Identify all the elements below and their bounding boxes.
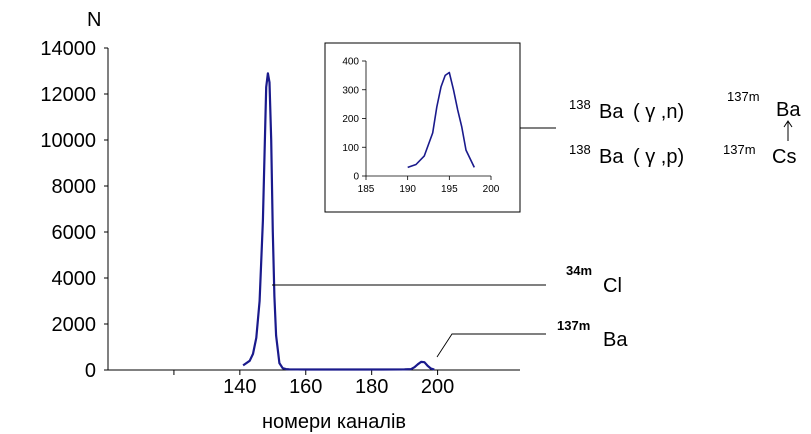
x-tick-label: 180	[355, 376, 388, 398]
inset-y-tick-label: 400	[342, 57, 359, 68]
annotation-cl: 34m Cl	[566, 263, 622, 297]
annotation-ba-element: Ba	[603, 329, 628, 351]
y-tick-label: 10000	[40, 130, 96, 152]
y-tick-label: 14000	[40, 38, 96, 60]
reaction-2-target: Ba	[599, 146, 624, 168]
inset-x-tick-label: 200	[483, 184, 500, 195]
reaction-2-product-mass: 137m	[723, 142, 756, 157]
reaction-2-particles: ( γ ,p)	[633, 146, 684, 168]
annotation-cl-element: Cl	[603, 275, 622, 297]
x-tick-label: 200	[421, 376, 454, 398]
inset-y-tick-label: 0	[353, 172, 359, 183]
y-axis-title: N	[87, 9, 101, 31]
x-tick-labels: 140 160 180 200	[173, 370, 454, 398]
inset-x-tick-label: 185	[358, 184, 375, 195]
reaction-1-particles: ( γ ,n)	[633, 101, 684, 123]
reaction-2: 138 Ba ( γ ,p) 137m Cs	[569, 142, 796, 168]
y-tick-label: 4000	[52, 268, 97, 290]
annotation-cl-mass: 34m	[566, 263, 592, 278]
series-line	[242, 72, 435, 371]
inset-x-tick-label: 195	[441, 184, 458, 195]
inset-y-tick-labels: 0 100 200 300 400	[342, 57, 366, 183]
x-tick-label: 160	[289, 376, 322, 398]
inset-x-tick-label: 190	[399, 184, 416, 195]
inset-y-tick-label: 100	[342, 143, 359, 154]
decay-arrow	[783, 120, 793, 141]
y-tick-labels: 0 2000 4000 6000 8000 10000 12000 14000	[40, 38, 108, 382]
inset-x-tick-labels: 185 190 195 200	[358, 176, 500, 195]
inset-y-tick-label: 200	[342, 114, 359, 125]
x-axis-title: номери каналів	[262, 411, 406, 433]
reaction-1-target-mass: 138	[569, 97, 591, 112]
y-tick-label: 8000	[52, 176, 97, 198]
inset-y-tick-label: 300	[342, 85, 359, 96]
y-tick-label: 6000	[52, 222, 97, 244]
y-tick-label: 2000	[52, 314, 97, 336]
x-tick-label: 140	[223, 376, 256, 398]
y-tick-label: 0	[85, 360, 96, 382]
annotation-ba-mass: 137m	[557, 318, 590, 333]
reaction-2-product: Cs	[772, 146, 796, 168]
annotation-ba: 137m Ba	[557, 318, 628, 351]
ba-leader-line	[436, 333, 546, 358]
reaction-1-target: Ba	[599, 101, 624, 123]
reaction-1-product-mass: 137m	[727, 89, 760, 104]
inset-frame	[324, 42, 521, 213]
reaction-1: 138 Ba ( γ ,n) 137m Ba	[569, 89, 801, 123]
reaction-2-target-mass: 138	[569, 142, 591, 157]
reaction-1-product: Ba	[776, 99, 801, 121]
decay-arrow-head	[783, 120, 793, 128]
inset-series-line	[407, 71, 476, 169]
y-tick-label: 12000	[40, 84, 96, 106]
